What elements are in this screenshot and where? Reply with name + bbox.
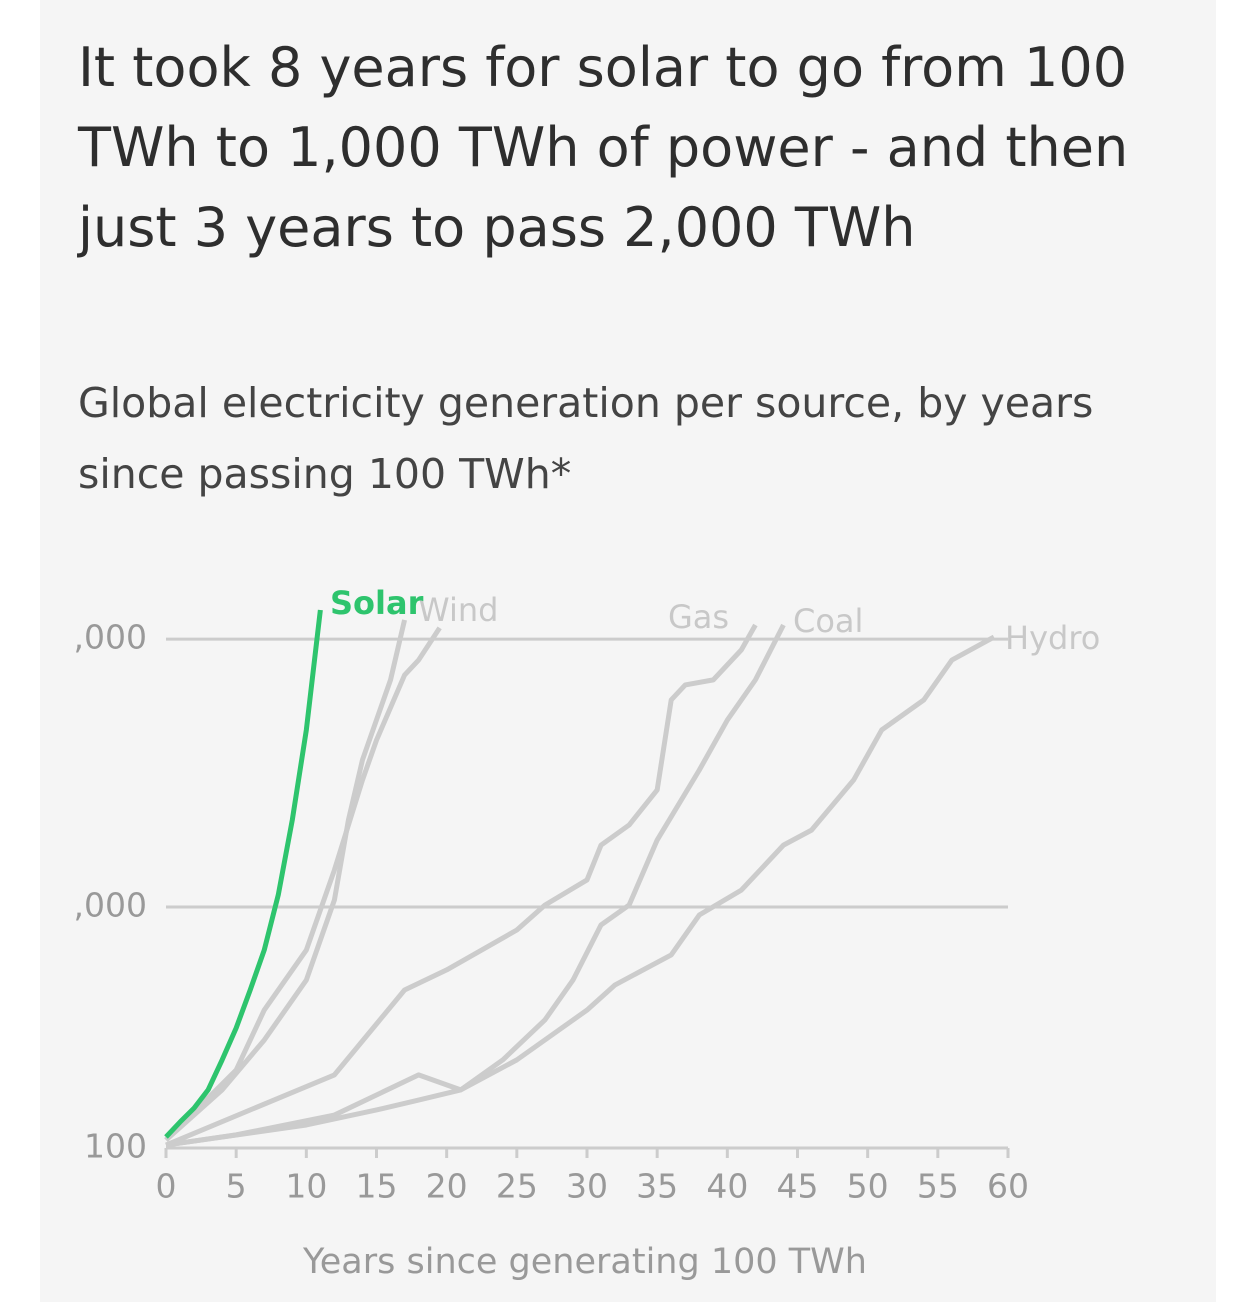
series-line (165, 623, 758, 1148)
series-label: Solar (330, 584, 424, 622)
series-line (165, 623, 786, 1148)
y-tick-labels: 100 1,000 2,000 (53, 618, 147, 1166)
chart-title: It took 8 years for solar to go from 100… (78, 36, 1129, 259)
series-label: Coal (793, 602, 863, 640)
series-label: Gas (668, 598, 729, 636)
x-tick-label: 25 (496, 1167, 538, 1206)
x-tick-label: 5 (226, 1167, 247, 1206)
chart-subtitle: Global electricity generation per source… (78, 379, 1094, 498)
series-line (165, 634, 996, 1148)
x-axis-label: Years since generating 100 TWh (302, 1242, 867, 1282)
x-tick-label: 15 (356, 1167, 398, 1206)
series-label: Wind (418, 591, 498, 629)
series-line (164, 619, 408, 1142)
x-tick-label: 10 (285, 1167, 327, 1206)
x-tick-label: 55 (917, 1167, 959, 1206)
x-tick-label: 30 (566, 1167, 608, 1206)
x-tick-label: 35 (636, 1167, 678, 1206)
x-tick-label: 60 (987, 1167, 1029, 1206)
y-tick-label: 100 (84, 1127, 147, 1166)
x-tick-label: 20 (426, 1167, 468, 1206)
x-tick-label: 45 (777, 1167, 819, 1206)
x-tick-label: 50 (847, 1167, 889, 1206)
y-tick-label: 2,000 (53, 618, 147, 657)
series-label: Hydro (1005, 619, 1100, 657)
series-line (164, 609, 323, 1139)
series-line (164, 626, 442, 1142)
x-tick-label: 0 (156, 1167, 177, 1206)
y-tick-label: 1,000 (53, 885, 147, 924)
x-tick-label: 40 (706, 1167, 748, 1206)
card (40, 0, 1216, 1302)
